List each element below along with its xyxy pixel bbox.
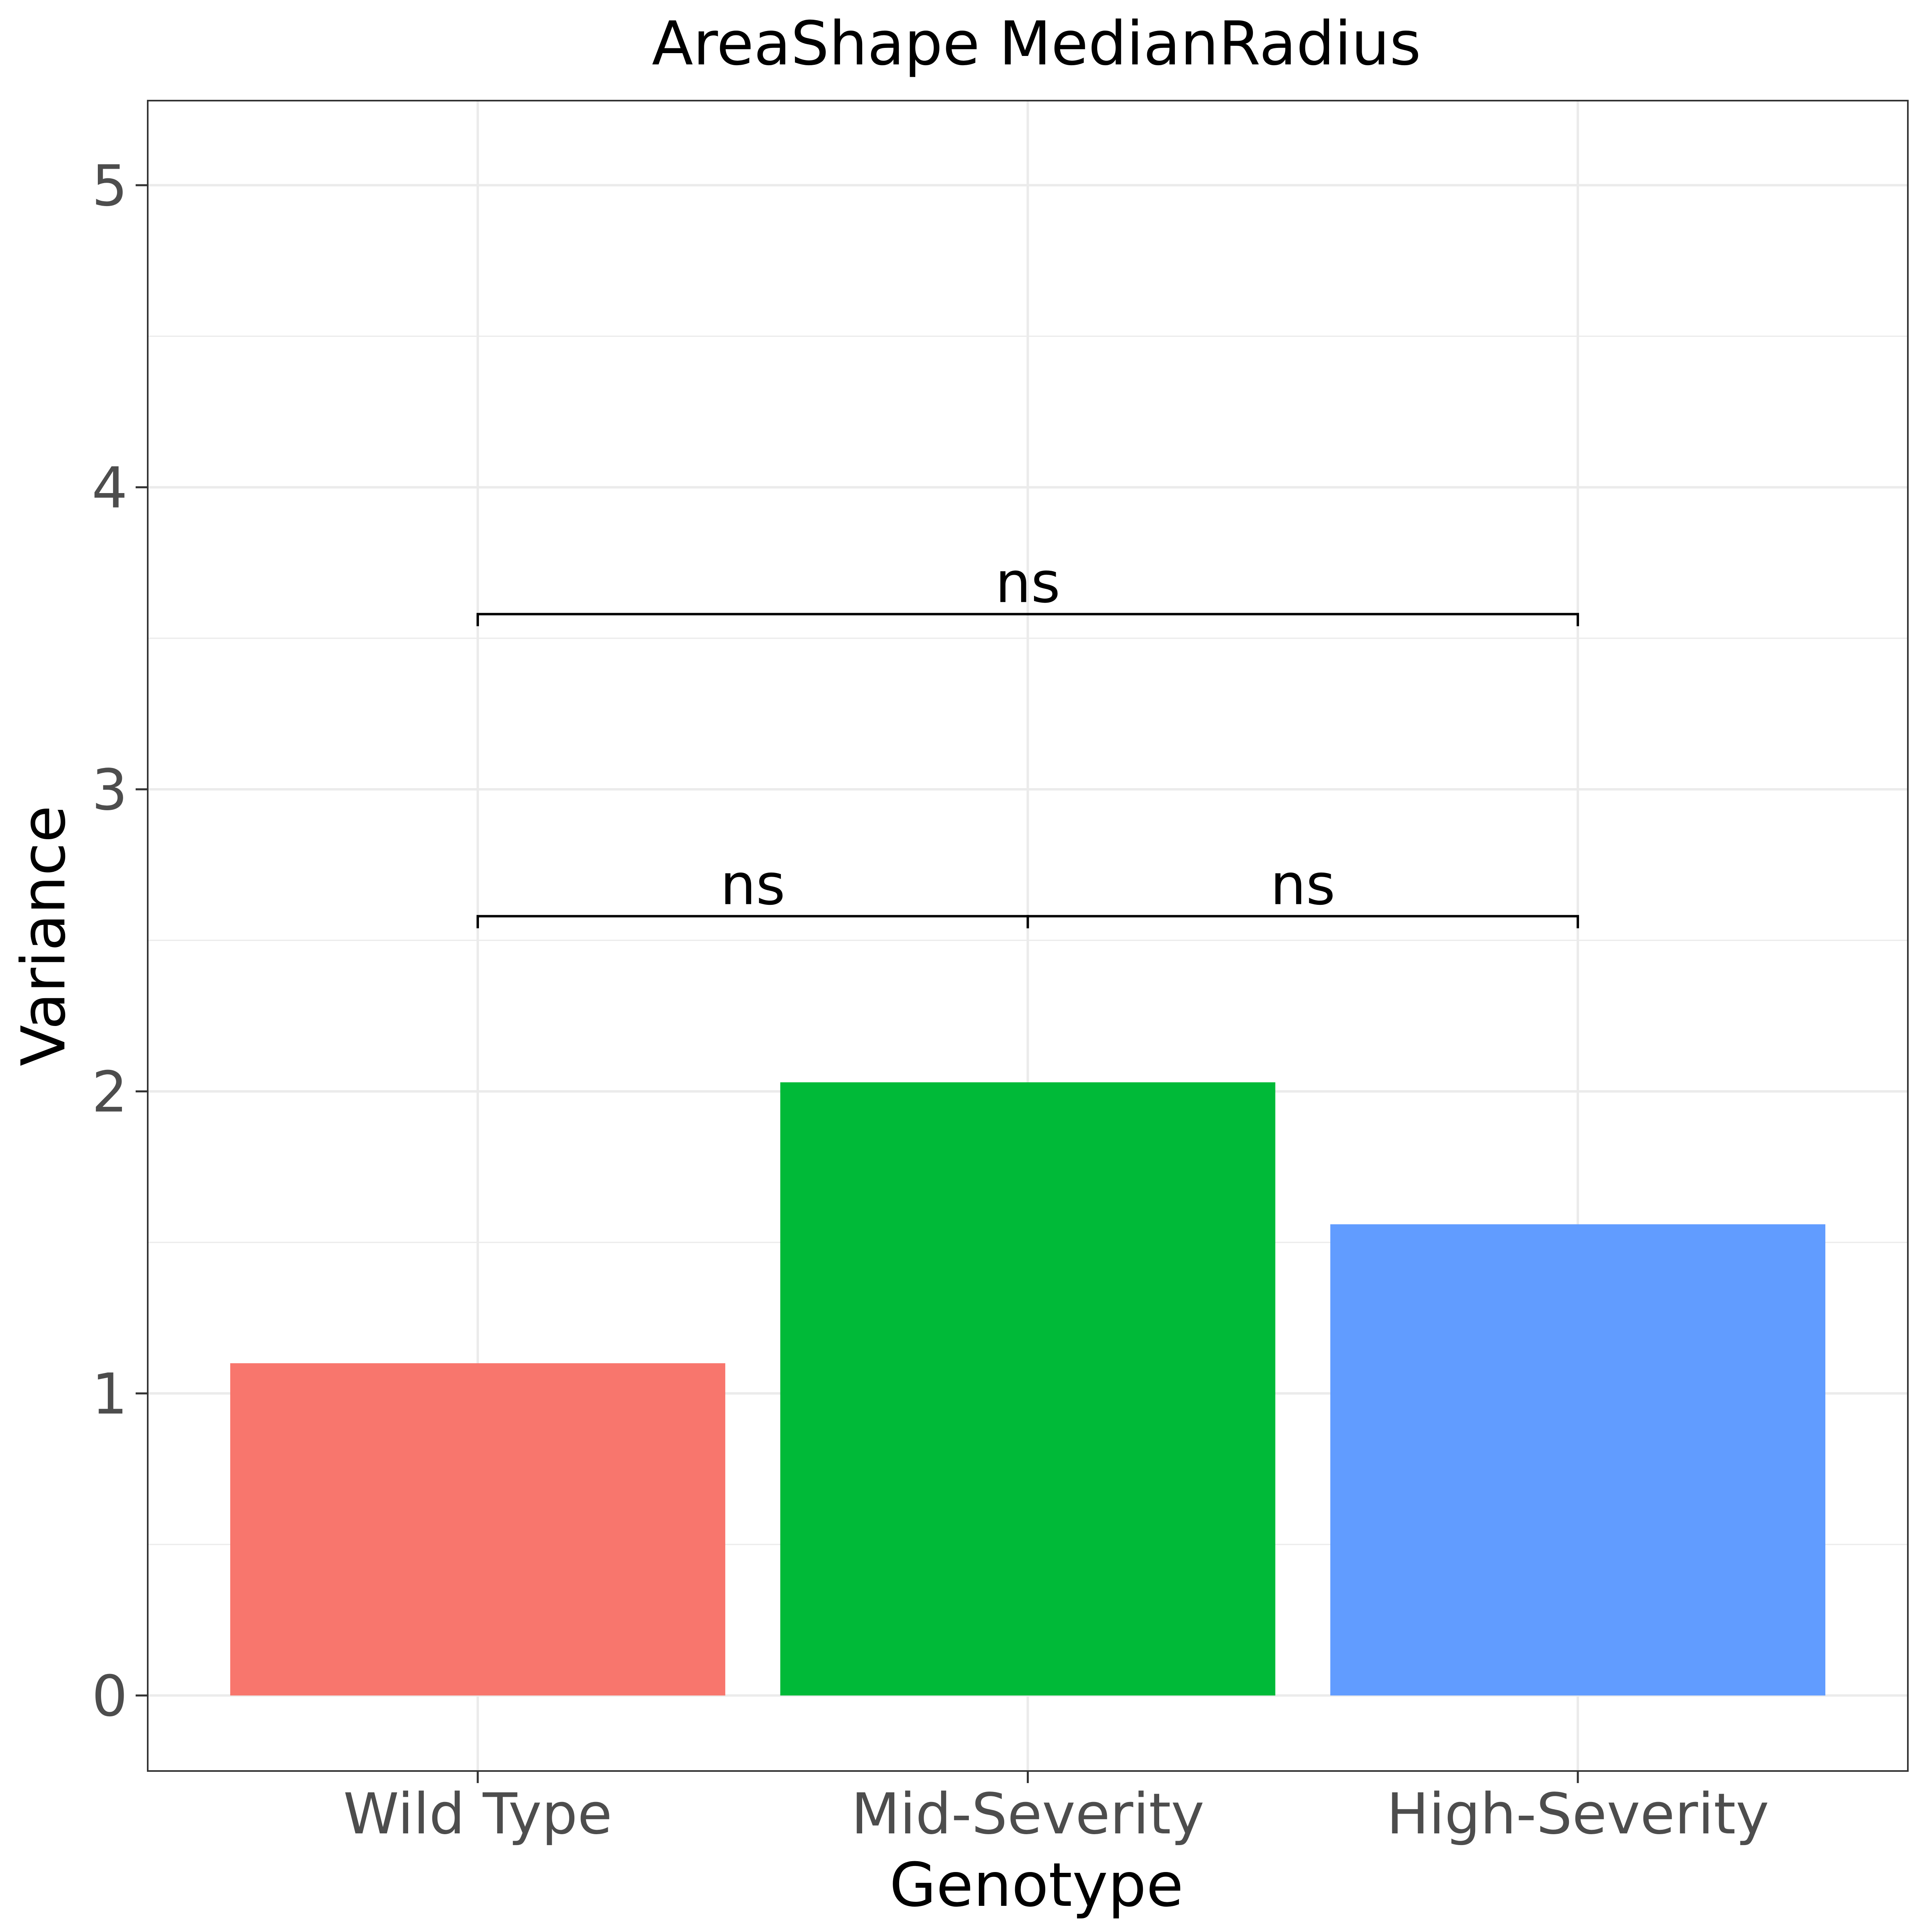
y-tick-label: 4 xyxy=(92,456,128,521)
x-axis: Wild Type Mid-Severity High-Severity xyxy=(343,1771,1769,1847)
x-tick-label: High-Severity xyxy=(1387,1781,1769,1847)
x-tick-label: Wild Type xyxy=(343,1781,612,1847)
significance-brackets: ns ns ns xyxy=(476,550,1579,929)
y-tick-label: 3 xyxy=(92,758,128,823)
significance-label: ns xyxy=(720,852,785,918)
significance-bracket xyxy=(476,613,1579,626)
y-axis-title: Variance xyxy=(9,805,79,1066)
bar xyxy=(780,1082,1276,1696)
significance-label: ns xyxy=(995,550,1061,616)
chart-title: AreaShape MedianRadius xyxy=(652,9,1421,79)
x-tick-label: Mid-Severity xyxy=(851,1781,1204,1847)
bar xyxy=(1330,1224,1826,1696)
bars xyxy=(230,1082,1826,1696)
y-axis: 0 1 2 3 4 5 xyxy=(92,153,148,1729)
y-tick-label: 5 xyxy=(92,153,128,219)
significance-label: ns xyxy=(1270,852,1335,918)
significance-bracket xyxy=(1026,915,1579,929)
y-tick-label: 2 xyxy=(92,1059,128,1125)
x-axis-title: Genotype xyxy=(890,1850,1183,1920)
y-tick-label: 1 xyxy=(92,1362,128,1427)
bar xyxy=(230,1363,725,1696)
y-tick-label: 0 xyxy=(92,1664,128,1729)
